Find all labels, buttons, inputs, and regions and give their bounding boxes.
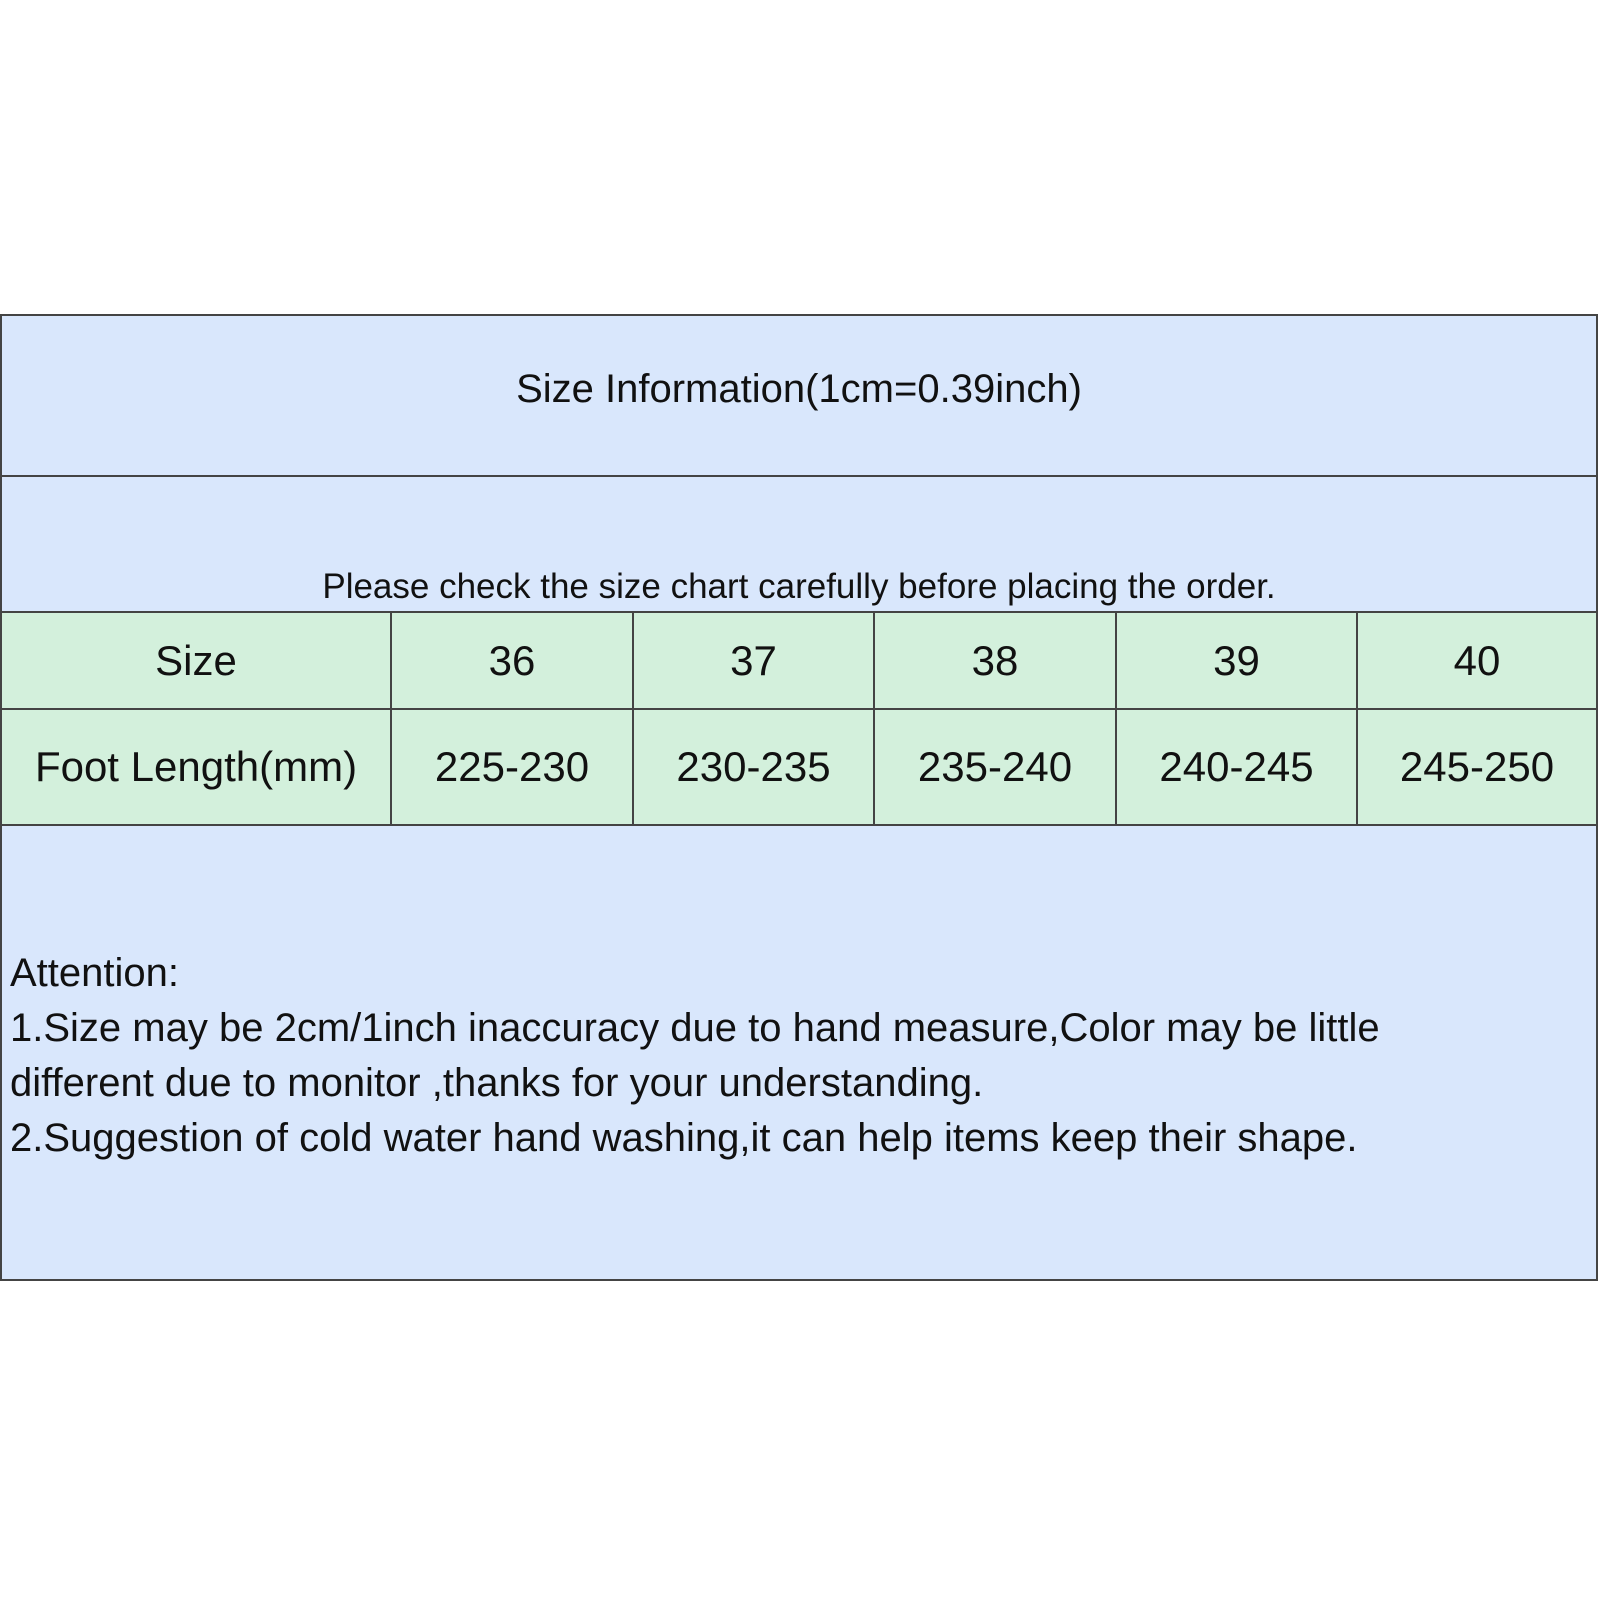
row-cell: Foot Length(mm) xyxy=(2,710,392,824)
attention-line: different due to monitor ,thanks for you… xyxy=(10,1061,984,1105)
header-cell: 37 xyxy=(634,613,875,708)
foot-length-row: Foot Length(mm) 225-230 230-235 235-240 … xyxy=(2,710,1596,826)
row-cell: 245-250 xyxy=(1399,743,1555,790)
attention-line: 1.Size may be 2cm/1inch inaccuracy due t… xyxy=(10,1006,1380,1050)
row-cell: 235-240 xyxy=(875,710,1117,824)
header-cell: 36 xyxy=(392,613,634,708)
attention-heading: Attention: xyxy=(10,951,180,995)
size-chart: Size Information(1cm=0.39inch) Please ch… xyxy=(0,314,1598,1281)
size-header-row: Size 36 37 38 39 40 xyxy=(2,613,1596,710)
header-cell: 39 xyxy=(1117,613,1358,708)
notice-text: Please check the size chart carefully be… xyxy=(2,477,1596,613)
attention-line: 2.Suggestion of cold water hand washing,… xyxy=(10,1116,1358,1160)
row-cell: 230-235 xyxy=(634,710,875,824)
header-cell: 40 xyxy=(1453,636,1501,684)
header-cell: 38 xyxy=(875,613,1117,708)
attention-section: Attention: 1.Size may be 2cm/1inch inacc… xyxy=(10,946,1380,1166)
row-cell: 240-245 xyxy=(1117,710,1358,824)
chart-title: Size Information(1cm=0.39inch) xyxy=(2,316,1596,477)
header-cell: Size xyxy=(2,613,392,708)
row-cell: 225-230 xyxy=(392,710,634,824)
